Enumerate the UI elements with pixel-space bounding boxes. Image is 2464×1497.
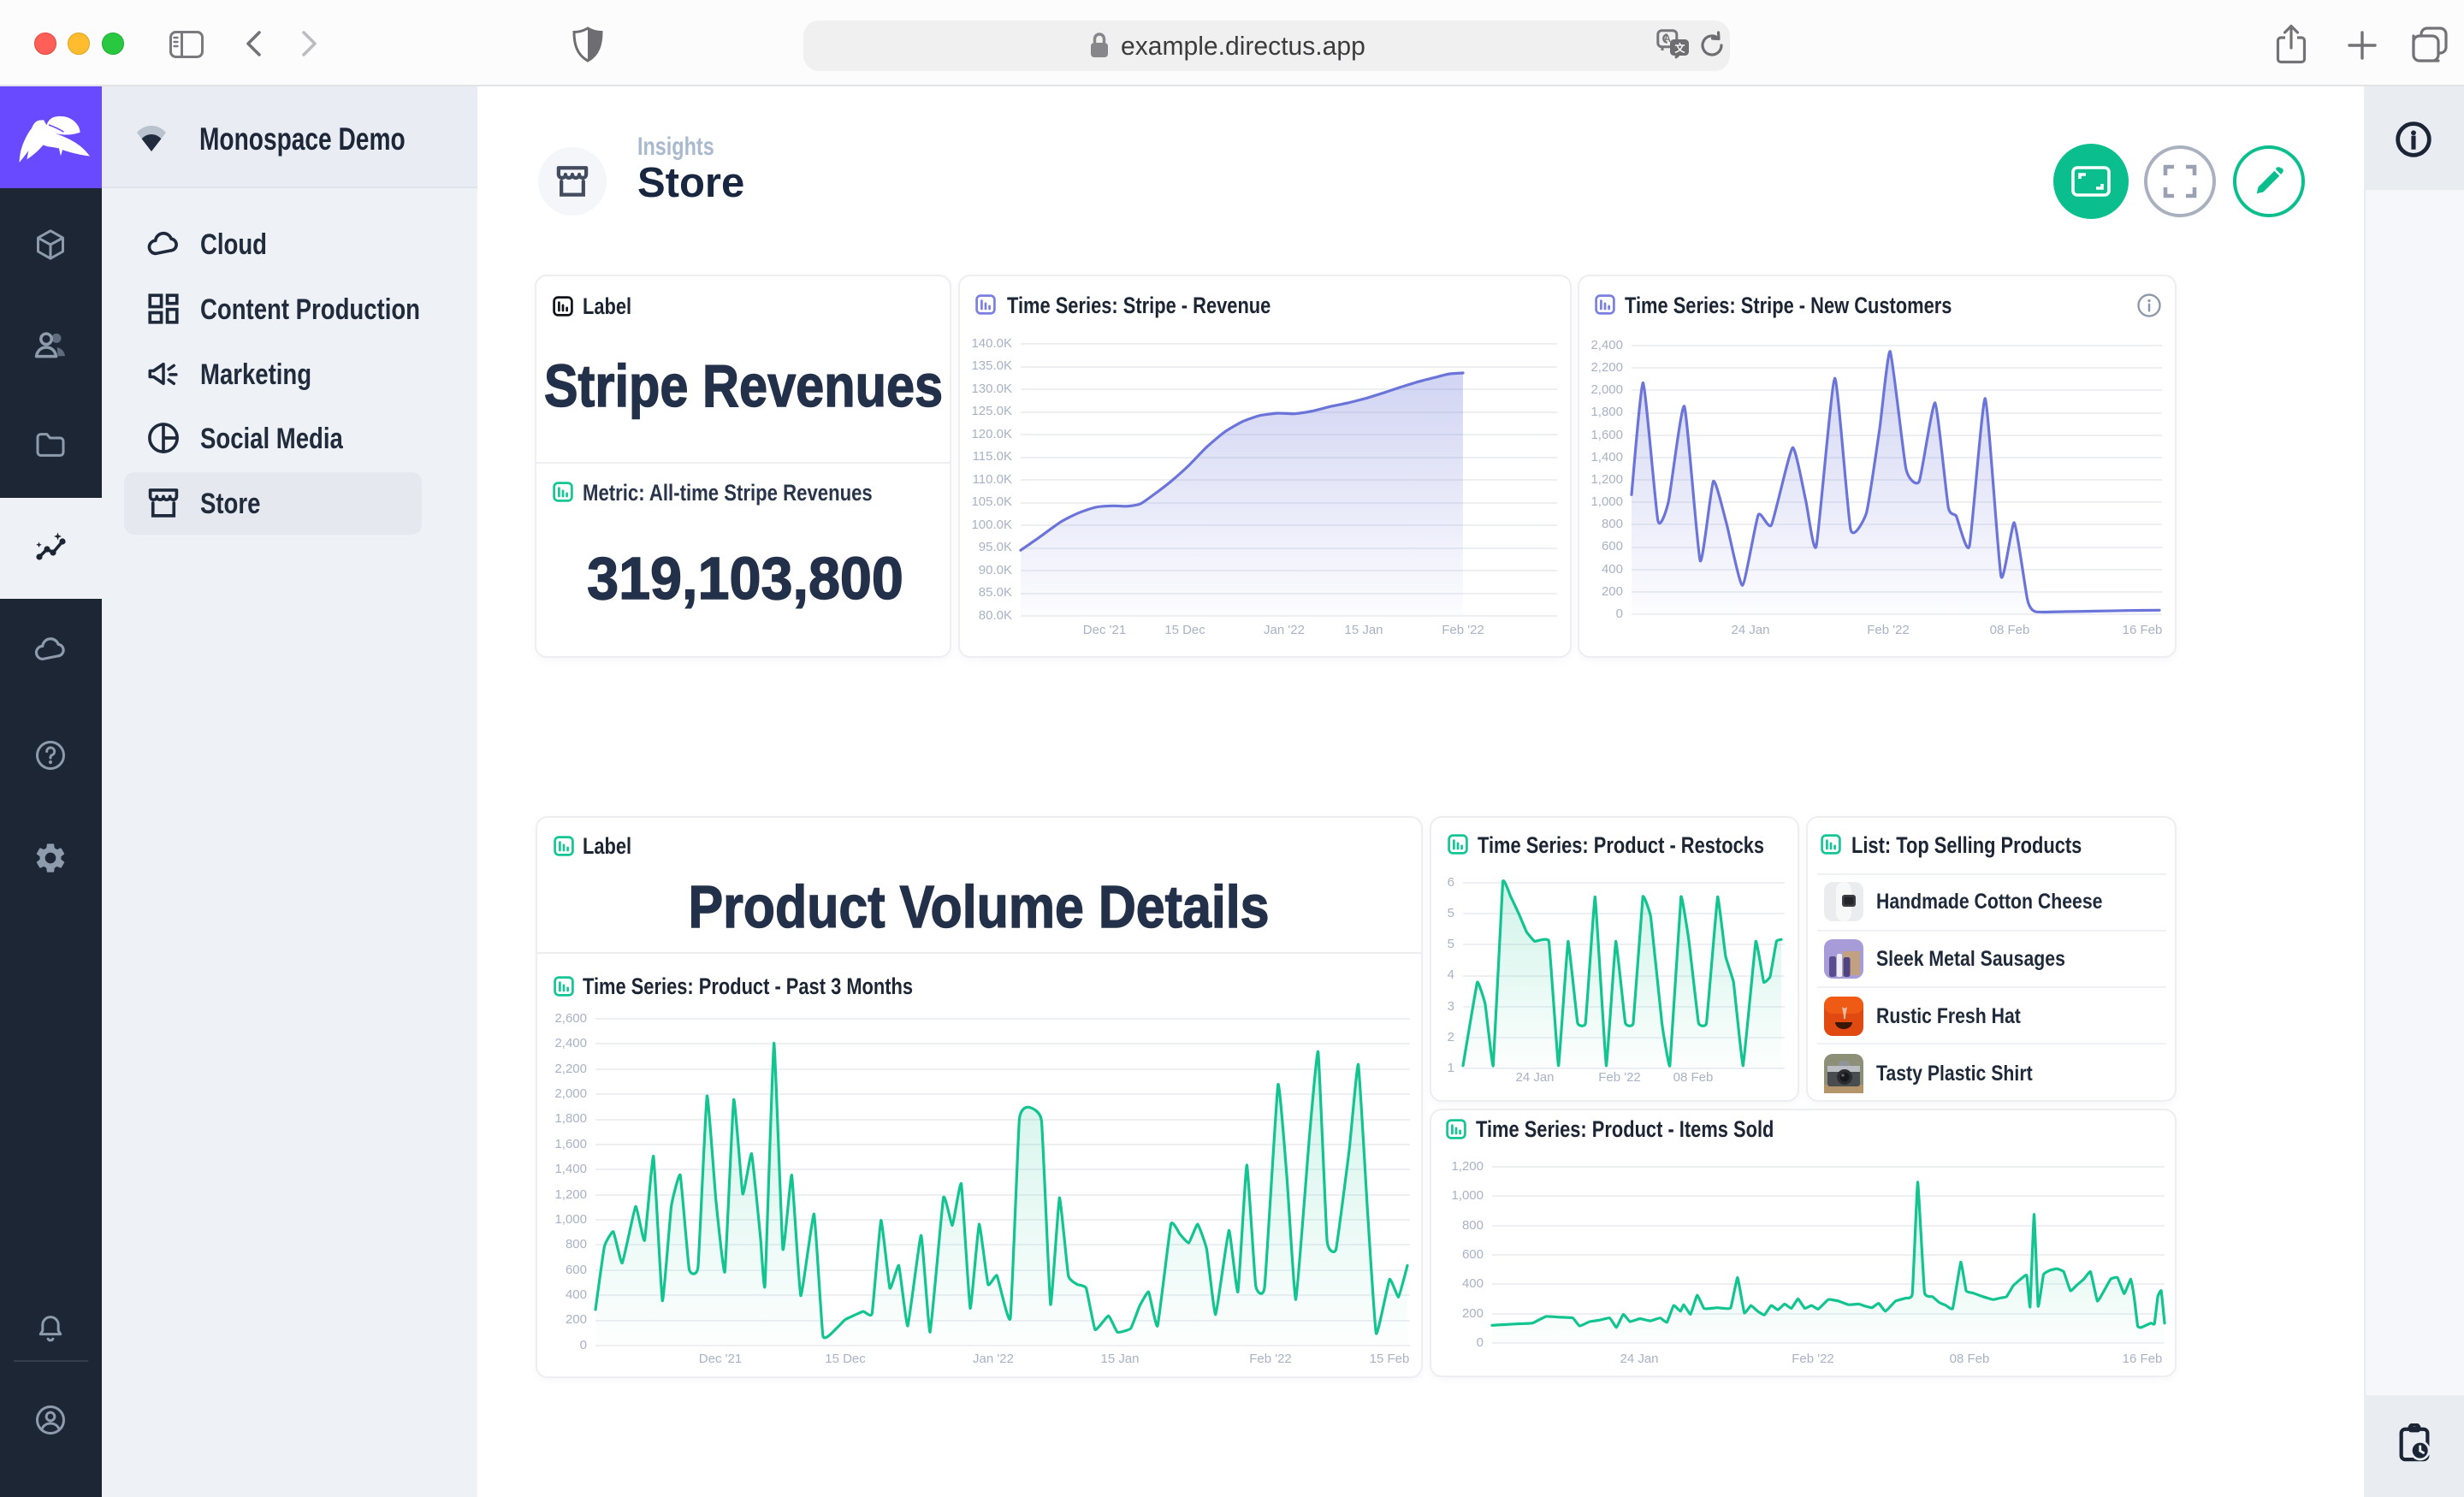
svg-text:文: 文 xyxy=(1675,42,1686,55)
svg-text:A: A xyxy=(1664,34,1671,44)
